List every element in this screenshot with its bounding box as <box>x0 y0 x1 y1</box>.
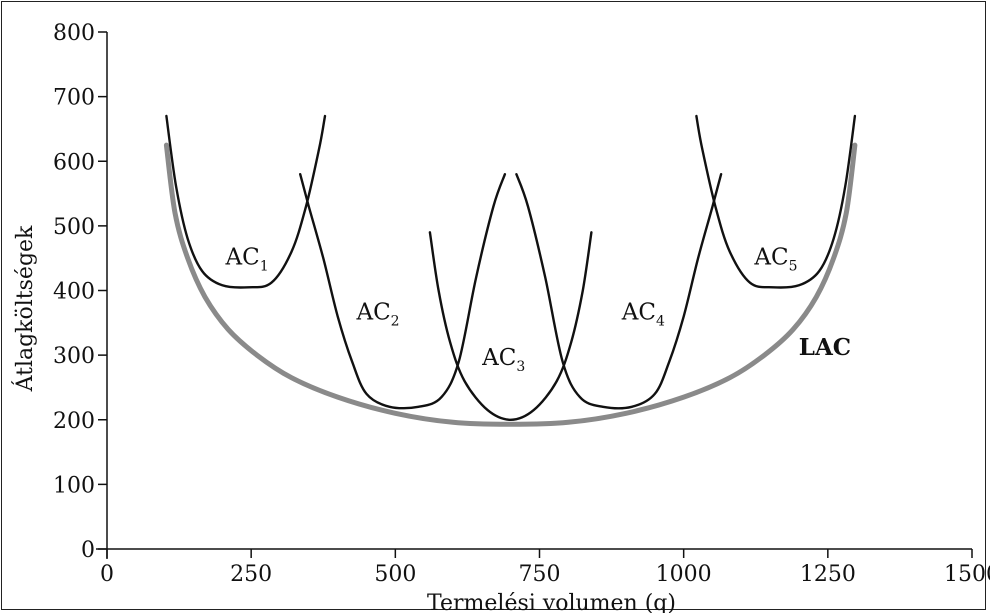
y-tick-label: 200 <box>53 409 95 434</box>
x-tick-label: 500 <box>374 562 416 587</box>
x-tick-label: 0 <box>100 562 114 587</box>
x-tick-label: 750 <box>519 562 561 587</box>
y-tick-label: 800 <box>53 21 95 46</box>
series-ac3-label: AC3 <box>481 345 525 375</box>
series-ac2-line <box>300 174 505 408</box>
y-tick-label: 100 <box>53 473 95 498</box>
y-axis-title: Átlagköltségek <box>11 225 38 392</box>
x-tick-label: 1500 <box>944 562 990 587</box>
y-tick-label: 0 <box>81 538 95 563</box>
series-ac1-label: AC1 <box>225 245 269 275</box>
tick-group: 0 100 200 300 400 500 600 700 800 0 250 500 750 1000 1… <box>53 21 990 587</box>
series-ac3-line <box>430 232 592 419</box>
x-axis-title: Termelési volumen (q) <box>427 591 676 613</box>
x-tick-label: 250 <box>230 562 272 587</box>
y-tick-label: 600 <box>53 150 95 175</box>
y-tick-label: 700 <box>53 86 95 111</box>
axes <box>96 32 972 559</box>
series-lac-label: LAC <box>799 334 851 361</box>
x-tick-label: 1000 <box>656 562 712 587</box>
curve-label-group: LAC AC1 AC2 AC3 AC4 AC5 <box>225 245 852 375</box>
series-ac4-line <box>516 174 721 408</box>
series-ac2-label: AC2 <box>355 300 399 330</box>
curve-group <box>166 116 855 424</box>
series-ac4-label: AC4 <box>621 300 665 330</box>
x-tick-label: 1250 <box>800 562 856 587</box>
series-ac5-label: AC5 <box>753 245 797 275</box>
y-tick-label: 300 <box>53 344 95 369</box>
y-tick-label: 500 <box>53 215 95 240</box>
y-tick-label: 400 <box>53 280 95 305</box>
